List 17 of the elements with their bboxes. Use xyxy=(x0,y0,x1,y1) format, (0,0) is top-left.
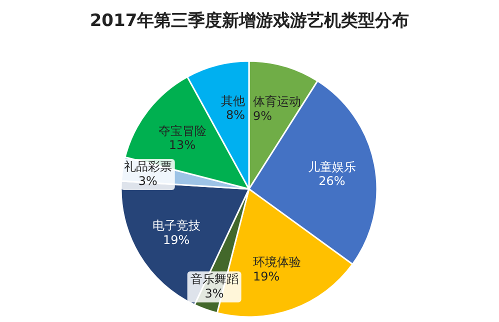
data-label: 3% xyxy=(204,286,224,300)
slice-label: 环境体验 xyxy=(253,255,301,270)
data-label: 13% xyxy=(168,138,196,152)
slice-label: 夺宝冒险 xyxy=(158,124,206,138)
slice-label: 儿童娱乐 xyxy=(308,160,356,174)
data-label: 9% xyxy=(253,108,272,123)
slice-label: 礼品彩票 xyxy=(124,160,172,174)
data-label: 19% xyxy=(162,233,190,248)
slice-label: 其他 xyxy=(221,94,245,108)
data-label: 8% xyxy=(226,108,245,122)
data-label: 26% xyxy=(318,174,346,188)
slice-label: 音乐舞蹈 xyxy=(190,272,238,286)
data-label: 3% xyxy=(138,174,158,188)
chart-title: 2017年第三季度新增游戏游艺机类型分布 xyxy=(90,11,410,31)
slice-label: 体育运动 xyxy=(253,94,301,108)
slice-label: 电子竞技 xyxy=(152,218,200,233)
data-label: 19% xyxy=(253,269,280,284)
